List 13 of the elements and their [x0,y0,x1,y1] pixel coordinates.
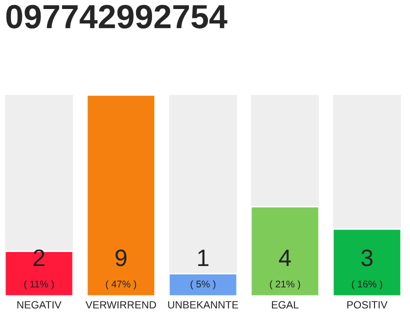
data-label: 4 ( 21% ) [270,250,300,290]
data-label: 3 ( 16% ) [352,250,382,290]
x-tick-label: EGAL [272,301,299,309]
chart-title: 097742992754 [6,4,228,28]
data-label: 1 ( 5% ) [190,250,216,290]
x-tick-label: UNBEKANNTE [168,301,238,309]
bar [168,272,238,296]
data-label: 2 ( 11% ) [24,250,54,290]
x-tick-label: NEGATIV [17,301,62,309]
data-label: 9 ( 47% ) [106,250,136,290]
bar [5,250,74,296]
x-tick-label: POSITIV [347,301,388,309]
x-tick-label: VERWIRREND [86,301,156,308]
